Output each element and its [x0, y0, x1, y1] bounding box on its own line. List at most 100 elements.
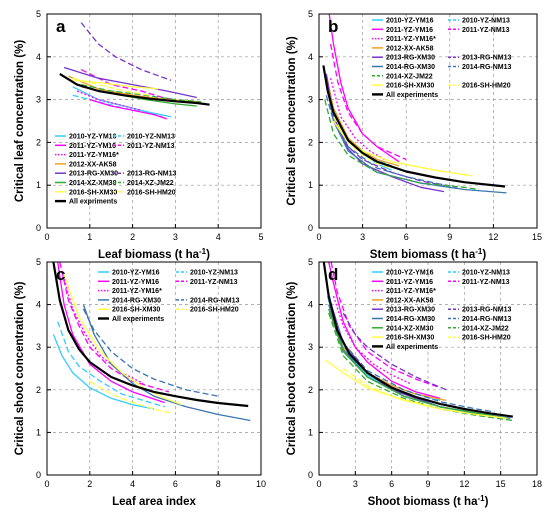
legend-label: 2013-RG-XM30: [386, 307, 435, 314]
y-tick-label: 2: [308, 137, 313, 147]
y-tick-label: 3: [308, 95, 313, 105]
series-line-2013-rg-nm13: [80, 22, 172, 81]
series-line-2012-xx-ak58: [68, 75, 197, 103]
y-axis-label: Critical leaf concentration (%): [14, 40, 26, 202]
x-tick-label: 9: [447, 232, 452, 242]
plot-frame: [318, 13, 538, 229]
legend-label: 2016-SH-XM30: [386, 335, 434, 342]
series-line-2011-yz-ym16: [328, 13, 400, 163]
series-line-2011-yz-ym16-: [76, 90, 142, 111]
legend-label: 2014-XZ-JM22: [127, 180, 174, 187]
legend-label: 2010-YZ-NM13: [190, 270, 238, 277]
x-tick-label: 6: [173, 479, 178, 489]
series-line-2011-yz-ym16: [89, 98, 168, 120]
y-tick-label: 1: [308, 427, 313, 437]
x-tick-label: 3: [360, 232, 365, 242]
x-axis-label-sup: -1: [199, 247, 207, 256]
legend-label: All experiments: [112, 316, 164, 323]
x-axis-label: Shoot biomass (t ha-1): [368, 494, 489, 508]
x-tick-label: 18: [532, 479, 542, 489]
legend-label: 2014-RG-XM30: [386, 316, 435, 323]
x-axis-label-end: ): [485, 496, 489, 508]
series-line-2013-rg-xm30: [63, 66, 197, 99]
y-tick-label: 1: [36, 427, 41, 437]
legend-label: 2011-YZ-NM13: [462, 279, 510, 286]
y-tick-label: 3: [36, 342, 41, 352]
panel-label: c: [56, 265, 65, 284]
series-line-all-experiments: [322, 65, 506, 188]
series-line-2014-xz-xm30: [328, 308, 507, 419]
legend-label: All expriments: [69, 199, 117, 206]
x-tick-label: 15: [532, 232, 542, 242]
series-line-2014-xz-jm22: [328, 312, 513, 422]
y-tick-label: 2: [308, 385, 313, 395]
legend-label: 2012-XX-AK58: [386, 297, 434, 304]
series-line-2016-sh-xm30: [332, 120, 472, 177]
legend-label: 2010-YZ-YM16: [386, 270, 434, 277]
legend-label: 2012-XX-AK58: [386, 45, 434, 52]
series-line-2011-yz-ym16: [328, 261, 441, 399]
x-axis-label: Leaf biomass (t ha-1): [98, 247, 210, 261]
legend-label: 2011-YZ-YM16: [112, 279, 159, 286]
y-tick-label: 4: [36, 300, 41, 310]
x-axis-label-sup: -1: [477, 494, 485, 503]
series-line-2010-yz-nm13: [57, 321, 165, 408]
x-axis-label-end: ): [482, 249, 486, 261]
legend-label: 2011-YZ-YM16*: [69, 152, 119, 159]
y-tick-label: 4: [308, 52, 313, 62]
series-line-2011-yz-ym16: [57, 261, 165, 404]
x-axis-label-end: ): [206, 249, 210, 261]
series-line-2014-rg-nm13: [325, 95, 458, 188]
series-line-2013-rg-nm13: [342, 312, 447, 391]
x-tick-label: 12: [488, 232, 498, 242]
panel-c: 0 2 4 6 8 10 0 1 2 3 4 5 c 2010-YZ-YM16 2010-YZ-NM13 20…: [14, 257, 266, 508]
series-line-2016-sh-hm20: [89, 380, 172, 414]
legend-label: 2011-YZ-YM16*: [112, 288, 162, 295]
legend-label: 2014-XZ-JM22: [386, 73, 433, 80]
series-line-2011-yz-nm13: [80, 69, 185, 103]
series-line-2016-sh-xm30: [63, 274, 183, 406]
legend-label: 2016-SH-HM20: [127, 189, 176, 196]
legend-label: 2013-RG-NM13: [462, 307, 512, 314]
plot-frame: [46, 13, 262, 229]
series-line-2010-yz-ym16: [52, 334, 155, 410]
plot-frame: [46, 261, 262, 476]
legend-label: 2010-YZ-YM16: [386, 18, 434, 25]
legend-label: 2011-YZ-NM13: [462, 27, 510, 34]
legend-label: 2011-YZ-YM16: [386, 279, 433, 286]
x-tick-label: 15: [496, 479, 506, 489]
legend-label: 2011-YZ-YM16: [386, 27, 433, 34]
y-tick-label: 5: [36, 257, 41, 267]
y-tick-label: 0: [308, 470, 313, 480]
x-tick-label: 6: [404, 232, 409, 242]
x-tick-label: 6: [389, 479, 394, 489]
panel-a: 0 1 2 3 4 5 0 1 2 3 4 5 a 2010-YZ-YM16 2010-YZ-NM13 201…: [14, 9, 264, 261]
legend-label: 2011-YZ-YM16: [69, 143, 116, 150]
x-tick-label: 0: [44, 479, 49, 489]
legend-label: 2010-YZ-YM16: [69, 134, 117, 141]
x-tick-label: 0: [316, 479, 321, 489]
y-tick-label: 1: [308, 180, 313, 190]
x-axis-label-main: Stem biomass (t ha: [370, 249, 476, 261]
legend-label: 2016-SH-HM20: [462, 83, 511, 90]
legend-label: 2011-YZ-YM16*: [386, 36, 436, 43]
legend-label: 2016-SH-HM20: [190, 307, 239, 314]
y-tick-label: 2: [36, 137, 41, 147]
series-line-2016-sh-xm30: [324, 359, 507, 419]
series-line-2012-xx-ak58: [325, 73, 400, 167]
x-tick-label: 0: [44, 232, 49, 242]
series-line-2016-sh-hm20: [72, 77, 150, 96]
y-tick-label: 4: [36, 52, 41, 62]
legend-label: 2014-RG-NM13: [190, 297, 240, 304]
legend-label: 2012-XX-AK58: [69, 161, 117, 168]
series-line-2011-yz-nm13: [59, 261, 170, 393]
y-tick-label: 0: [36, 223, 41, 233]
legend-label: 2016-SH-XM30: [69, 189, 117, 196]
x-tick-label: 10: [256, 479, 266, 489]
x-tick-label: 12: [459, 479, 469, 489]
x-axis-label-main: Shoot biomass (t ha: [368, 496, 479, 508]
y-tick-label: 5: [36, 9, 41, 19]
x-axis-label-sup: -1: [475, 247, 483, 256]
legend-label: 2013-RG-XM30: [386, 55, 435, 62]
